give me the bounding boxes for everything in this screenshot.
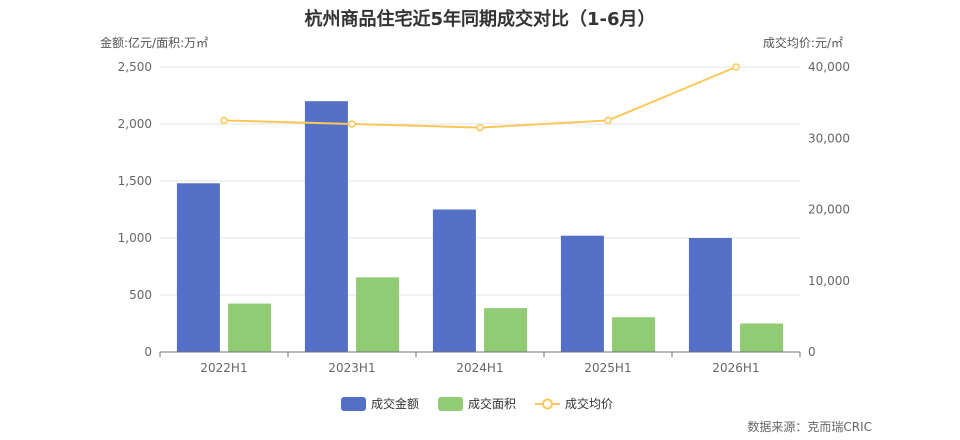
- chart-title: 杭州商品住宅近5年同期成交对比（1-6月）: [304, 8, 655, 30]
- legend-label: 成交均价: [565, 396, 613, 411]
- legend: 成交金额 成交面积 成交均价: [341, 396, 613, 411]
- left-tick-label: 2,000: [118, 117, 152, 131]
- price-line: [223, 66, 737, 129]
- bar-area: [356, 277, 400, 352]
- price-point: [348, 120, 356, 128]
- price-point: [476, 123, 484, 132]
- axes: 0 500 1,000 1,500 2,000 2,500 0 10,000 20,000 30,…: [118, 60, 850, 375]
- left-tick-label: 500: [129, 288, 152, 302]
- x-tick-label: 2022H1: [200, 361, 247, 375]
- legend-item: 成交金额: [341, 396, 419, 411]
- legend-swatch-amount: [341, 397, 366, 411]
- price-point: [732, 63, 740, 71]
- bar-amount: [176, 183, 220, 352]
- source-note: 数据来源：克而瑞CRIC: [747, 419, 872, 434]
- bar-area: [740, 323, 784, 352]
- legend-label: 成交面积: [468, 396, 516, 411]
- legend-swatch-price-dot: [542, 398, 553, 410]
- right-tick-label: 0: [808, 345, 816, 359]
- right-tick-label: 30,000: [808, 131, 850, 145]
- legend-item: 成交均价: [535, 396, 613, 411]
- bar-amount: [304, 101, 348, 352]
- legend-item: 成交面积: [438, 396, 516, 411]
- legend-label: 成交金额: [371, 396, 419, 411]
- left-tick-label: 2,500: [118, 60, 152, 74]
- price-point: [604, 116, 612, 125]
- right-tick-label: 10,000: [808, 274, 850, 288]
- price-line-series: [220, 63, 740, 132]
- bars: [176, 101, 784, 352]
- bar-area: [484, 308, 528, 352]
- x-tick-label: 2026H1: [712, 361, 759, 375]
- x-tick-label: 2023H1: [328, 361, 375, 375]
- legend-swatch-area: [438, 397, 463, 411]
- bar-amount: [560, 235, 604, 352]
- right-tick-label: 40,000: [808, 60, 850, 74]
- bar-area: [612, 317, 656, 352]
- left-tick-label: 1,000: [118, 231, 152, 245]
- bar-amount: [432, 209, 476, 352]
- bar-amount: [688, 238, 732, 352]
- left-tick-label: 0: [144, 345, 152, 359]
- bar-area: [228, 303, 272, 352]
- price-point: [220, 116, 228, 125]
- right-tick-label: 20,000: [808, 203, 850, 217]
- x-tick-label: 2025H1: [584, 361, 631, 375]
- left-axis-unit: 金额:亿元/面积:万㎡: [100, 35, 208, 50]
- left-tick-label: 1,500: [118, 174, 152, 188]
- right-axis-unit: 成交均价:元/㎡: [763, 35, 843, 50]
- x-tick-label: 2024H1: [456, 361, 503, 375]
